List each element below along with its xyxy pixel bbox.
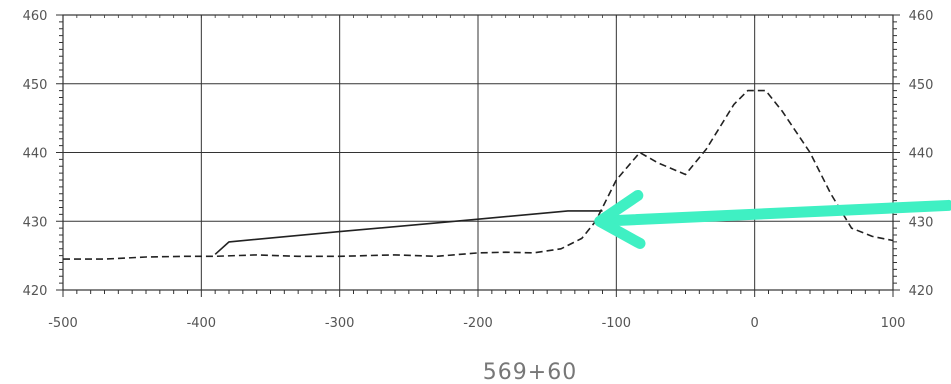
x-tick-label: 100 bbox=[881, 316, 906, 331]
y-tick-label-right: 450 bbox=[909, 78, 934, 93]
grid bbox=[62, 14, 894, 291]
x-tick-label: -300 bbox=[325, 316, 355, 331]
annotation-arrow-head bbox=[594, 189, 646, 249]
y-tick-label-left: 430 bbox=[23, 215, 48, 230]
y-tick-label-right: 430 bbox=[909, 215, 934, 230]
tick-labels: -500 -400 -300 -200 -100 0 100 420 430 440 450 460 4… bbox=[23, 9, 934, 331]
existing-ground-profile bbox=[63, 89, 894, 260]
axis-ticks bbox=[56, 14, 900, 297]
y-tick-label-left: 420 bbox=[23, 284, 48, 299]
x-tick-label: 0 bbox=[751, 316, 759, 331]
station-label: 569+60 bbox=[483, 360, 577, 384]
x-tick-label: -400 bbox=[187, 316, 217, 331]
profile-lines bbox=[63, 89, 894, 260]
y-tick-label-left: 450 bbox=[23, 78, 48, 93]
y-tick-label-right: 420 bbox=[909, 284, 934, 299]
annotations bbox=[594, 189, 951, 249]
y-tick-label-left: 460 bbox=[23, 9, 48, 24]
y-tick-label-right: 440 bbox=[909, 147, 934, 162]
y-tick-label-right: 460 bbox=[909, 9, 934, 24]
x-tick-label: -100 bbox=[602, 316, 632, 331]
proposed-grade-line bbox=[214, 210, 603, 255]
x-tick-label: -500 bbox=[48, 316, 78, 331]
y-tick-label-left: 440 bbox=[23, 147, 48, 162]
annotation-arrow-shaft bbox=[600, 199, 951, 227]
x-tick-label: -200 bbox=[463, 316, 493, 331]
